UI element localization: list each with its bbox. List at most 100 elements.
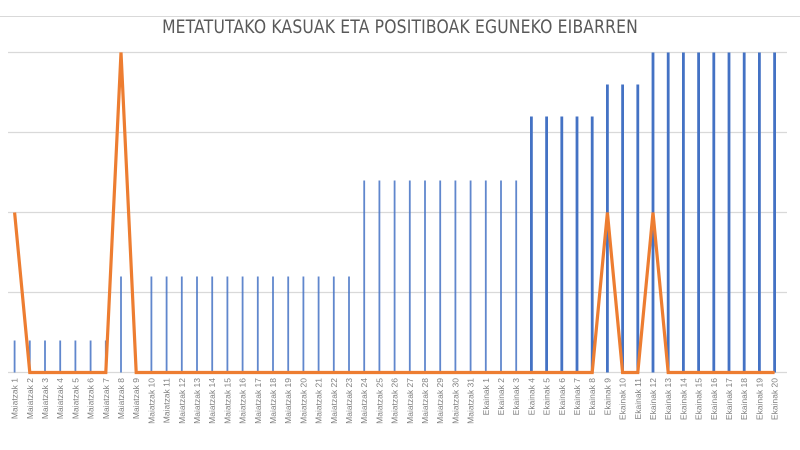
x-tick-label: Maiatzak 30	[450, 378, 460, 424]
x-tick-label: Maiatzak 29	[435, 378, 445, 424]
bar	[575, 116, 579, 373]
x-tick-label: Maiatzak 14	[207, 378, 217, 424]
x-tick-label: Maiatzak 2	[25, 378, 35, 419]
bar	[272, 276, 274, 373]
x-tick-label: Maiatzak 24	[359, 378, 369, 424]
x-tick-label: Maiatzak 26	[390, 378, 400, 424]
bar	[424, 180, 426, 373]
x-tick-label: Maiatzak 19	[283, 378, 293, 424]
x-tick-label: Maiatzak 21	[314, 378, 324, 424]
bar	[666, 52, 670, 373]
bar	[241, 276, 244, 373]
bar	[636, 84, 640, 373]
bar	[44, 340, 46, 373]
bar	[560, 116, 564, 373]
bar	[712, 52, 716, 373]
bar	[348, 276, 350, 373]
x-tick-label: Maiatzak 6	[86, 378, 96, 419]
x-tick-label: Ekainak 20	[770, 378, 780, 420]
x-tick-label: Ekainak 1	[481, 378, 491, 416]
x-tick-label: Maiatzak 8	[116, 378, 126, 419]
bar	[378, 180, 381, 373]
positives-line	[13, 52, 775, 375]
x-tick-label: Ekainak 6	[557, 378, 567, 416]
x-tick-label: Maiatzak 10	[146, 378, 156, 424]
bar	[13, 340, 16, 373]
bar	[773, 52, 776, 373]
x-tick-label: Maiatzak 7	[101, 378, 111, 419]
bar	[484, 180, 487, 373]
bar	[165, 276, 168, 373]
bar	[530, 116, 533, 373]
x-axis-labels: Maiatzak 1 Maiatzak 2 Maiatzak 3 Maiatzak 4…	[10, 378, 780, 424]
x-tick-label: Maiatzak 17	[253, 378, 263, 424]
bar	[758, 52, 761, 373]
bar	[621, 84, 624, 373]
bar	[697, 52, 700, 373]
bar	[727, 52, 731, 373]
x-tick-label: Maiatzak 11	[162, 378, 172, 423]
bar	[515, 180, 518, 373]
bar	[393, 180, 396, 373]
x-tick-label: Ekainak 9	[602, 378, 612, 416]
x-tick-label: Ekainak 8	[587, 378, 597, 416]
x-tick-label: Ekainak 16	[709, 378, 719, 420]
bar	[742, 52, 746, 373]
x-tick-label: Maiatzak 4	[55, 378, 65, 419]
bar	[439, 180, 442, 373]
x-tick-label: Ekainak 13	[663, 378, 673, 420]
bar	[500, 180, 502, 373]
x-tick-label: Ekainak 14	[678, 378, 688, 420]
x-tick-label: Ekainak 7	[572, 378, 582, 416]
bar	[302, 276, 305, 373]
x-tick-label: Maiatzak 20	[298, 378, 308, 424]
x-tick-label: Ekainak 3	[511, 378, 521, 416]
x-tick-label: Maiatzak 5	[70, 378, 80, 419]
x-tick-label: Ekainak 10	[618, 378, 628, 420]
bar	[59, 340, 62, 373]
x-tick-label: Ekainak 11	[633, 378, 643, 420]
bar	[226, 276, 229, 373]
bar	[196, 276, 198, 373]
x-tick-label: Ekainak 4	[526, 378, 536, 416]
x-tick-label: Maiatzak 16	[238, 378, 248, 424]
bar	[211, 276, 214, 373]
bar	[287, 276, 290, 373]
x-tick-label: Maiatzak 3	[40, 378, 50, 419]
bar	[454, 180, 457, 373]
bar	[317, 276, 320, 373]
bar	[590, 116, 594, 373]
bar	[682, 52, 685, 373]
x-tick-label: Ekainak 2	[496, 378, 506, 416]
cumulative-cases-bars	[13, 52, 776, 373]
x-tick-label: Maiatzak 25	[374, 378, 384, 424]
bar	[120, 276, 122, 373]
x-tick-label: Ekainak 18	[739, 378, 749, 420]
bar	[150, 276, 153, 373]
bar	[74, 340, 77, 373]
daily-positives-line	[13, 52, 775, 375]
bar	[545, 116, 548, 373]
chart-title: METATUTAKO KASUAK ETA POSITIBOAK EGUNEKO…	[162, 16, 638, 38]
bar	[363, 180, 366, 373]
x-tick-label: Maiatzak 27	[405, 378, 415, 424]
x-tick-label: Maiatzak 9	[131, 378, 141, 419]
x-tick-label: Ekainak 19	[754, 378, 764, 420]
bar	[332, 276, 335, 373]
top-border-line	[0, 16, 800, 17]
x-tick-label: Maiatzak 22	[329, 378, 339, 424]
bar	[89, 340, 92, 373]
bar	[256, 276, 259, 373]
x-tick-label: Maiatzak 23	[344, 378, 354, 424]
x-tick-label: Ekainak 15	[694, 378, 704, 420]
x-tick-label: Ekainak 17	[724, 378, 734, 420]
x-tick-label: Ekainak 5	[542, 378, 552, 416]
x-tick-label: Ekainak 12	[648, 378, 658, 420]
bar	[408, 180, 411, 373]
x-tick-label: Maiatzak 15	[222, 378, 232, 424]
x-tick-label: Maiatzak 31	[466, 378, 476, 424]
x-tick-label: Maiatzak 18	[268, 378, 278, 424]
x-tick-label: Maiatzak 13	[192, 378, 202, 424]
x-tick-label: Maiatzak 1	[10, 378, 20, 419]
